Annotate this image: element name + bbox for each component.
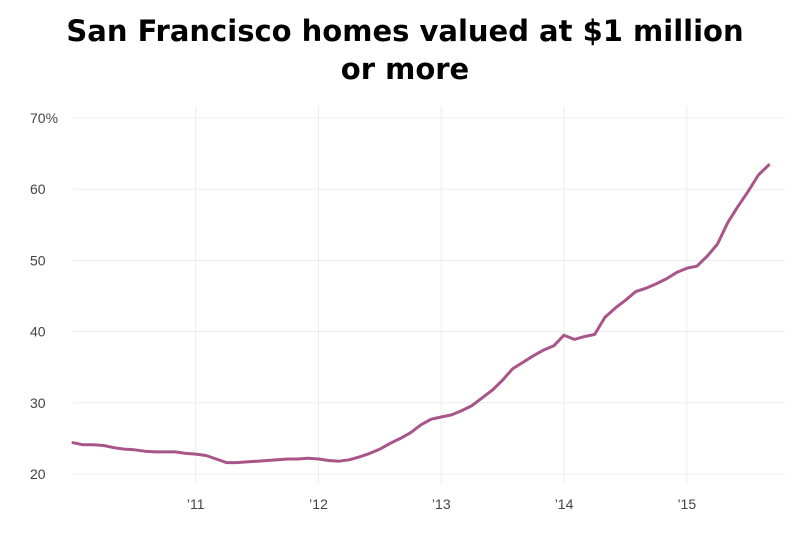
y-tick-label: 70% <box>30 110 58 126</box>
y-tick-label: 50 <box>30 252 46 268</box>
y-tick-label: 60 <box>30 181 46 197</box>
x-tick-label: ’15 <box>677 496 696 512</box>
x-tick-label: ’11 <box>187 496 205 512</box>
y-tick-label: 40 <box>30 324 46 340</box>
x-tick-label: ’14 <box>555 496 574 512</box>
chart-title-line-2: or more <box>340 52 470 86</box>
y-tick-label: 30 <box>30 395 46 411</box>
chart-series <box>71 163 771 465</box>
x-axis-labels: ’11 ’12 ’13 ’14 ’15 <box>187 496 696 512</box>
y-axis-labels: 70% 60 50 40 30 20 <box>30 110 58 482</box>
chart-title: San Francisco homes valued at $1 million… <box>0 12 810 88</box>
chart-grid <box>73 106 785 484</box>
x-tick-label: ’13 <box>432 496 451 512</box>
x-tick-label: ’12 <box>309 496 328 512</box>
series-line <box>71 163 771 465</box>
y-tick-label: 20 <box>30 466 46 482</box>
chart-title-line-1: San Francisco homes valued at $1 million <box>66 14 744 48</box>
